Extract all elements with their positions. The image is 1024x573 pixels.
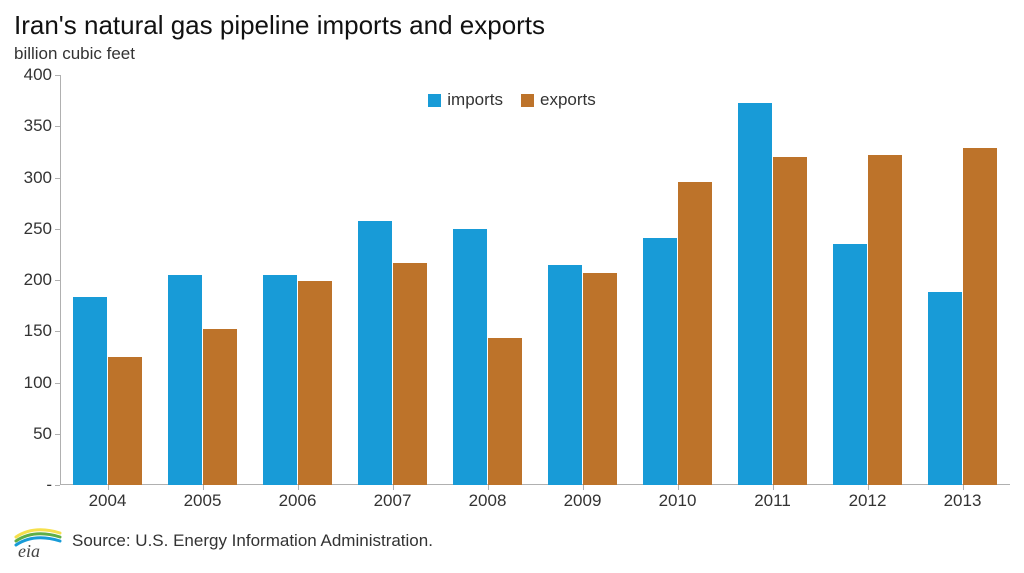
y-tick-label: 300 <box>24 168 52 188</box>
bar-imports <box>168 275 202 485</box>
bar-imports <box>738 103 772 485</box>
bar-imports <box>73 297 107 485</box>
y-tick-mark <box>55 485 60 486</box>
y-tick-label: 250 <box>24 219 52 239</box>
y-tick-mark <box>55 75 60 76</box>
bar-imports <box>358 221 392 485</box>
eia-logo-icon: eia <box>14 523 62 559</box>
y-tick-label: 150 <box>24 321 52 341</box>
y-tick-label: 350 <box>24 116 52 136</box>
y-tick-label: 50 <box>33 424 52 444</box>
x-tick-mark <box>963 485 964 490</box>
x-tick-mark <box>203 485 204 490</box>
y-tick-mark <box>55 126 60 127</box>
bar-imports <box>453 229 487 485</box>
x-tick-label: 2011 <box>754 491 791 511</box>
x-tick-label: 2009 <box>564 491 602 511</box>
y-tick-mark <box>55 383 60 384</box>
x-tick-mark <box>678 485 679 490</box>
x-tick-label: 2012 <box>849 491 887 511</box>
bar-imports <box>928 292 962 485</box>
bar-exports <box>773 157 807 485</box>
chart-subtitle: billion cubic feet <box>14 44 135 64</box>
y-tick-mark <box>55 331 60 332</box>
bar-exports <box>868 155 902 485</box>
y-tick-label: 100 <box>24 373 52 393</box>
bar-imports <box>833 244 867 485</box>
x-tick-mark <box>583 485 584 490</box>
x-tick-label: 2004 <box>89 491 127 511</box>
bar-exports <box>678 182 712 485</box>
y-tick-mark <box>55 280 60 281</box>
x-tick-label: 2005 <box>184 491 222 511</box>
bar-exports <box>583 273 617 485</box>
bar-exports <box>298 281 332 485</box>
y-tick-mark <box>55 178 60 179</box>
bar-exports <box>108 357 142 485</box>
bar-exports <box>963 148 997 485</box>
x-tick-mark <box>868 485 869 490</box>
x-tick-mark <box>773 485 774 490</box>
y-tick-label: 200 <box>24 270 52 290</box>
bar-exports <box>488 338 522 485</box>
source-text: Source: U.S. Energy Information Administ… <box>72 531 433 551</box>
y-tick-mark <box>55 229 60 230</box>
source-line: eia Source: U.S. Energy Information Admi… <box>14 523 433 559</box>
bar-exports <box>203 329 237 485</box>
bar-exports <box>393 263 427 485</box>
eia-logo-text: eia <box>18 541 40 559</box>
y-tick-label: 400 <box>24 65 52 85</box>
y-tick-mark <box>55 434 60 435</box>
x-tick-mark <box>393 485 394 490</box>
x-tick-label: 2013 <box>944 491 982 511</box>
x-tick-label: 2008 <box>469 491 507 511</box>
bar-imports <box>263 275 297 485</box>
x-tick-label: 2007 <box>374 491 412 511</box>
x-tick-mark <box>488 485 489 490</box>
x-tick-label: 2006 <box>279 491 317 511</box>
y-tick-label: - <box>46 475 52 495</box>
chart-title: Iran's natural gas pipeline imports and … <box>14 10 545 41</box>
bar-imports <box>548 265 582 485</box>
y-axis <box>60 75 61 485</box>
bar-imports <box>643 238 677 485</box>
x-tick-label: 2010 <box>659 491 697 511</box>
plot-area: -501001502002503003504002004200520062007… <box>60 75 1010 485</box>
x-tick-mark <box>298 485 299 490</box>
x-tick-mark <box>108 485 109 490</box>
